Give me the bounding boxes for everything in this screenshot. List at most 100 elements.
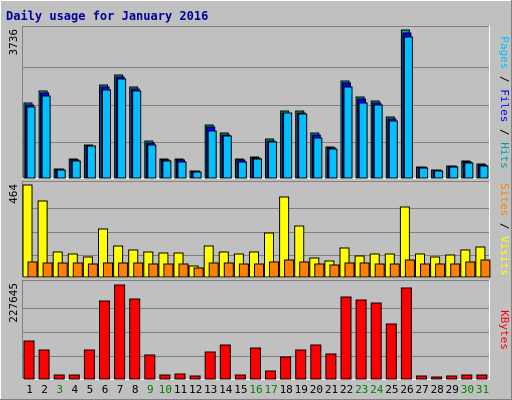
bar-pages (388, 120, 398, 179)
bar-kbytes (83, 349, 95, 380)
bar-sites (420, 263, 430, 278)
bar-kbytes (250, 347, 261, 380)
panel-legend-label: Sites / Visits (498, 183, 511, 276)
bar-pages (328, 148, 338, 179)
day-label: 1 (26, 383, 33, 396)
bar-sites (178, 263, 189, 278)
bar-kbytes (53, 374, 65, 380)
bar-pages (419, 167, 428, 179)
bar-kbytes (159, 374, 171, 380)
day-label: 13 (204, 383, 217, 396)
legend-part: Hits (498, 142, 511, 169)
bar-sites (329, 264, 340, 278)
bar-kbytes (400, 287, 412, 380)
panel-legend-label: Pages / Files / Hits (498, 36, 511, 169)
panel-kbytes: 227645 KBytes (7, 280, 511, 380)
bar-pages (147, 144, 157, 179)
day-label: 8 (132, 383, 139, 396)
chart-panels: 3736 Pages / Files / Hits 464 Sites / Visit… (7, 26, 511, 380)
bar-sites (269, 261, 279, 278)
bar-pages (222, 135, 232, 179)
bar-sites (254, 263, 264, 278)
bar-kbytes (23, 340, 35, 380)
day-label: 29 (446, 383, 459, 396)
legend-part: / (498, 122, 511, 142)
day-label: 21 (325, 383, 338, 396)
day-label: 5 (87, 383, 94, 396)
chart-title: Daily usage for January 2016 (6, 9, 208, 23)
day-label: 6 (102, 383, 109, 396)
bar-sites (435, 263, 446, 278)
bar-sites (103, 262, 113, 278)
y-max-label: 227645 (7, 283, 20, 323)
bar-kbytes (370, 302, 382, 380)
bar-kbytes (219, 344, 231, 380)
day-label: 20 (310, 383, 323, 396)
day-label: 28 (431, 383, 444, 396)
day-label: 23 (355, 383, 368, 396)
bar-kbytes (189, 375, 201, 380)
bar-pages (71, 160, 81, 179)
day-label: 7 (117, 383, 124, 396)
bar-kbytes (446, 375, 458, 380)
bar-pages (434, 170, 444, 179)
bar-kbytes (476, 374, 488, 380)
bar-pages (283, 112, 293, 179)
bar-kbytes (68, 374, 80, 380)
legend-part: Files (498, 89, 511, 122)
bar-kbytes (355, 299, 367, 380)
bar-kbytes (234, 374, 246, 380)
panel-hits-files-pages: 3736 Pages / Files / Hits (7, 26, 511, 179)
bar-sites (238, 263, 249, 278)
bar-pages (162, 160, 172, 179)
bar-pages (403, 36, 413, 179)
bar-kbytes (204, 351, 216, 380)
bar-sites (465, 261, 476, 278)
bar-sites (223, 262, 234, 278)
bar-sites (344, 262, 355, 278)
bar-kbytes (129, 298, 141, 380)
day-label: 3 (56, 383, 63, 396)
day-label: 24 (370, 383, 384, 396)
day-label: 10 (159, 383, 172, 396)
day-label: 14 (219, 383, 233, 396)
bar-kbytes (385, 323, 397, 380)
bar-pages (373, 104, 383, 179)
bar-pages (298, 113, 308, 179)
bar-sites (133, 262, 144, 278)
bar-sites (57, 262, 68, 278)
bar-sites (299, 261, 310, 278)
bar-sites (284, 259, 295, 278)
bar-pages (132, 90, 142, 179)
panel-visits-sites: 464 Sites / Visits (7, 181, 511, 278)
bar-sites (87, 263, 98, 278)
bar-kbytes (114, 284, 126, 380)
bar-kbytes (174, 373, 186, 380)
legend-part: / (498, 69, 511, 89)
bar-pages (237, 161, 247, 179)
day-label: 19 (295, 383, 308, 396)
bar-pages (117, 78, 127, 179)
day-label: 25 (385, 383, 398, 396)
bar-pages (358, 102, 368, 179)
day-label: 11 (174, 383, 187, 396)
bar-kbytes (310, 344, 322, 380)
bar-kbytes (280, 356, 292, 380)
bar-pages (464, 162, 474, 179)
bar-pages (253, 158, 262, 179)
bar-pages (207, 130, 217, 179)
bar-pages (192, 171, 202, 179)
legend-part: Visits (498, 236, 511, 276)
bar-kbytes (99, 300, 110, 380)
bar-sites (193, 267, 204, 278)
bar-pages (56, 169, 66, 179)
bar-sites (404, 259, 415, 278)
legend-part: Pages (498, 36, 511, 69)
bar-kbytes (295, 349, 307, 380)
day-label: 9 (147, 383, 154, 396)
legend-part: Sites (498, 183, 511, 216)
y-max-label: 3736 (7, 29, 20, 56)
bar-kbytes (144, 354, 156, 380)
bar-pages (86, 145, 96, 179)
